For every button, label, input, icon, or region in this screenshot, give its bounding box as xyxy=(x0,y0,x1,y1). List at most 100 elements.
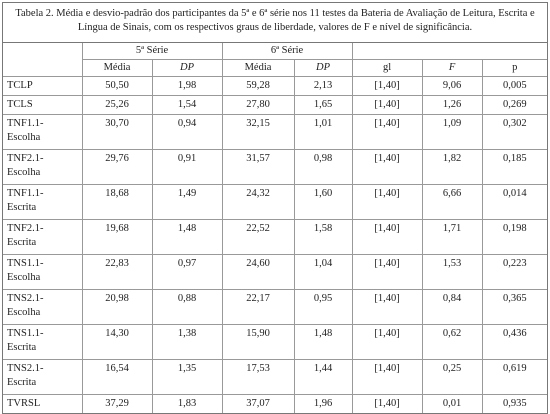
table-cell: 22,17 xyxy=(221,289,295,325)
corner-cell xyxy=(3,43,83,77)
row-label-cell: TCLP xyxy=(3,76,83,96)
table-cell: 22,83 xyxy=(81,254,153,290)
table-cell: 0,935 xyxy=(481,394,548,413)
table-row: TNS1.1-Escolha 22,83 0,97 24,60 1,04 [1,40] 1,… xyxy=(3,254,548,290)
group-header: 5ª Série xyxy=(81,43,223,60)
table-cell: 0,98 xyxy=(293,149,353,185)
table-cell: 0,01 xyxy=(421,394,483,413)
table-cell: [1,40] xyxy=(351,324,423,360)
row-label: TCLS xyxy=(7,99,33,110)
row-label-cell: TNS2.1-Escrita xyxy=(3,359,83,395)
row-label-cell: TNS1.1-Escolha xyxy=(3,254,83,290)
row-label: TNF1.1-Escolha xyxy=(7,118,44,143)
row-label-cell: TNF1.1-Escolha xyxy=(3,114,83,150)
table-cell: 0,97 xyxy=(151,254,223,290)
table-row: TNS2.1-Escolha 20,98 0,88 22,17 0,95 [1,40] 0,… xyxy=(3,289,548,325)
table-cell: 0,94 xyxy=(151,114,223,150)
group-header: 6ª Série xyxy=(221,43,353,60)
table-cell: 1,04 xyxy=(293,254,353,290)
table-cell: 0,005 xyxy=(481,76,548,96)
row-label: TNF2.1-Escrita xyxy=(7,223,44,248)
table-cell: 1,09 xyxy=(421,114,483,150)
row-label: TNS1.1-Escolha xyxy=(7,258,44,283)
table-cell: [1,40] xyxy=(351,114,423,150)
table-cell: 0,62 xyxy=(421,324,483,360)
table-cell: 14,30 xyxy=(81,324,153,360)
table-cell: 37,07 xyxy=(221,394,295,413)
column-header: DP xyxy=(151,59,223,77)
table-cell: 1,54 xyxy=(151,95,223,115)
table-cell: 0,302 xyxy=(481,114,548,150)
table-cell: [1,40] xyxy=(351,219,423,255)
header-row: 5ª Série 6ª Série xyxy=(3,43,548,77)
column-header: DP xyxy=(293,59,353,77)
table-cell: 24,32 xyxy=(221,184,295,220)
row-label-cell: TNS2.1-Escolha xyxy=(3,289,83,325)
row-label-cell: TNF2.1-Escolha xyxy=(3,149,83,185)
row-label-cell: TNF1.1-Escrita xyxy=(3,184,83,220)
table-cell: 0,365 xyxy=(481,289,548,325)
table-cell: 0,436 xyxy=(481,324,548,360)
table-cell: 0,223 xyxy=(481,254,548,290)
table-cell: 1,98 xyxy=(151,76,223,96)
row-label: TNF1.1-Escrita xyxy=(7,188,44,213)
table-cell: 0,91 xyxy=(151,149,223,185)
table-cell: 0,619 xyxy=(481,359,548,395)
table-row: TCLP 50,50 1,98 59,28 2,13 [1,40] 9,06 0,005 xyxy=(3,76,548,96)
table-row: TVRSL 37,29 1,83 37,07 1,96 [1,40] 0,01 0,935 xyxy=(3,394,548,413)
row-label-cell: TNF2.1-Escrita xyxy=(3,219,83,255)
table-cell: 1,53 xyxy=(421,254,483,290)
table-cell: 0,84 xyxy=(421,289,483,325)
table-cell: 18,68 xyxy=(81,184,153,220)
table-cell: 9,06 xyxy=(421,76,483,96)
table-cell: 0,88 xyxy=(151,289,223,325)
table-cell: 16,54 xyxy=(81,359,153,395)
table-cell: 1,48 xyxy=(151,219,223,255)
table-cell: 0,198 xyxy=(481,219,548,255)
table-cell: 2,13 xyxy=(293,76,353,96)
table-cell: 27,80 xyxy=(221,95,295,115)
row-label: TVRSL xyxy=(7,398,41,409)
table-cell: [1,40] xyxy=(351,95,423,115)
table-cell: 6,66 xyxy=(421,184,483,220)
table-row: TNF1.1-Escrita 18,68 1,49 24,32 1,60 [1,40] 6,… xyxy=(3,184,548,220)
table-row: TNS2.1-Escrita 16,54 1,35 17,53 1,44 [1,40] 0,… xyxy=(3,359,548,395)
table-cell: 30,70 xyxy=(81,114,153,150)
row-label: TNS1.1-Escrita xyxy=(7,328,44,353)
table-cell: [1,40] xyxy=(351,289,423,325)
table-cell: 17,53 xyxy=(221,359,295,395)
row-label-cell: TVRSL xyxy=(3,394,83,413)
table-cell: 0,269 xyxy=(481,95,548,115)
table-cell: [1,40] xyxy=(351,184,423,220)
empty-header xyxy=(351,43,548,60)
row-label: TCLP xyxy=(7,80,33,91)
table-cell: 22,52 xyxy=(221,219,295,255)
table-cell: 15,90 xyxy=(221,324,295,360)
row-label-cell: TNS1.1-Escrita xyxy=(3,324,83,360)
table-cell: 1,83 xyxy=(151,394,223,413)
table-cell: 31,57 xyxy=(221,149,295,185)
column-header: Média xyxy=(82,59,153,77)
column-header: p xyxy=(481,59,548,77)
table-cell: 24,60 xyxy=(221,254,295,290)
table-row: TNS1.1-Escrita 14,30 1,38 15,90 1,48 [1,40] 0,… xyxy=(3,324,548,360)
table-cell: 1,01 xyxy=(293,114,353,150)
row-label-cell: TCLS xyxy=(3,95,83,115)
table-cell: 25,26 xyxy=(81,95,153,115)
table-cell: 59,28 xyxy=(221,76,295,96)
table-cell: 1,49 xyxy=(151,184,223,220)
table-cell: [1,40] xyxy=(351,76,423,96)
table-row: TNF1.1-Escolha 30,70 0,94 32,15 1,01 [1,40] 1,… xyxy=(3,114,548,150)
table-cell: [1,40] xyxy=(351,254,423,290)
table-row: TCLS 25,26 1,54 27,80 1,65 [1,40] 1,26 0,269 xyxy=(3,95,548,115)
table-cell: 1,60 xyxy=(293,184,353,220)
table-cell: 0,185 xyxy=(481,149,548,185)
table-cell: [1,40] xyxy=(351,149,423,185)
table-cell: 1,48 xyxy=(293,324,353,360)
table-cell: [1,40] xyxy=(351,394,423,413)
table-cell: 1,35 xyxy=(151,359,223,395)
table-cell: 37,29 xyxy=(81,394,153,413)
